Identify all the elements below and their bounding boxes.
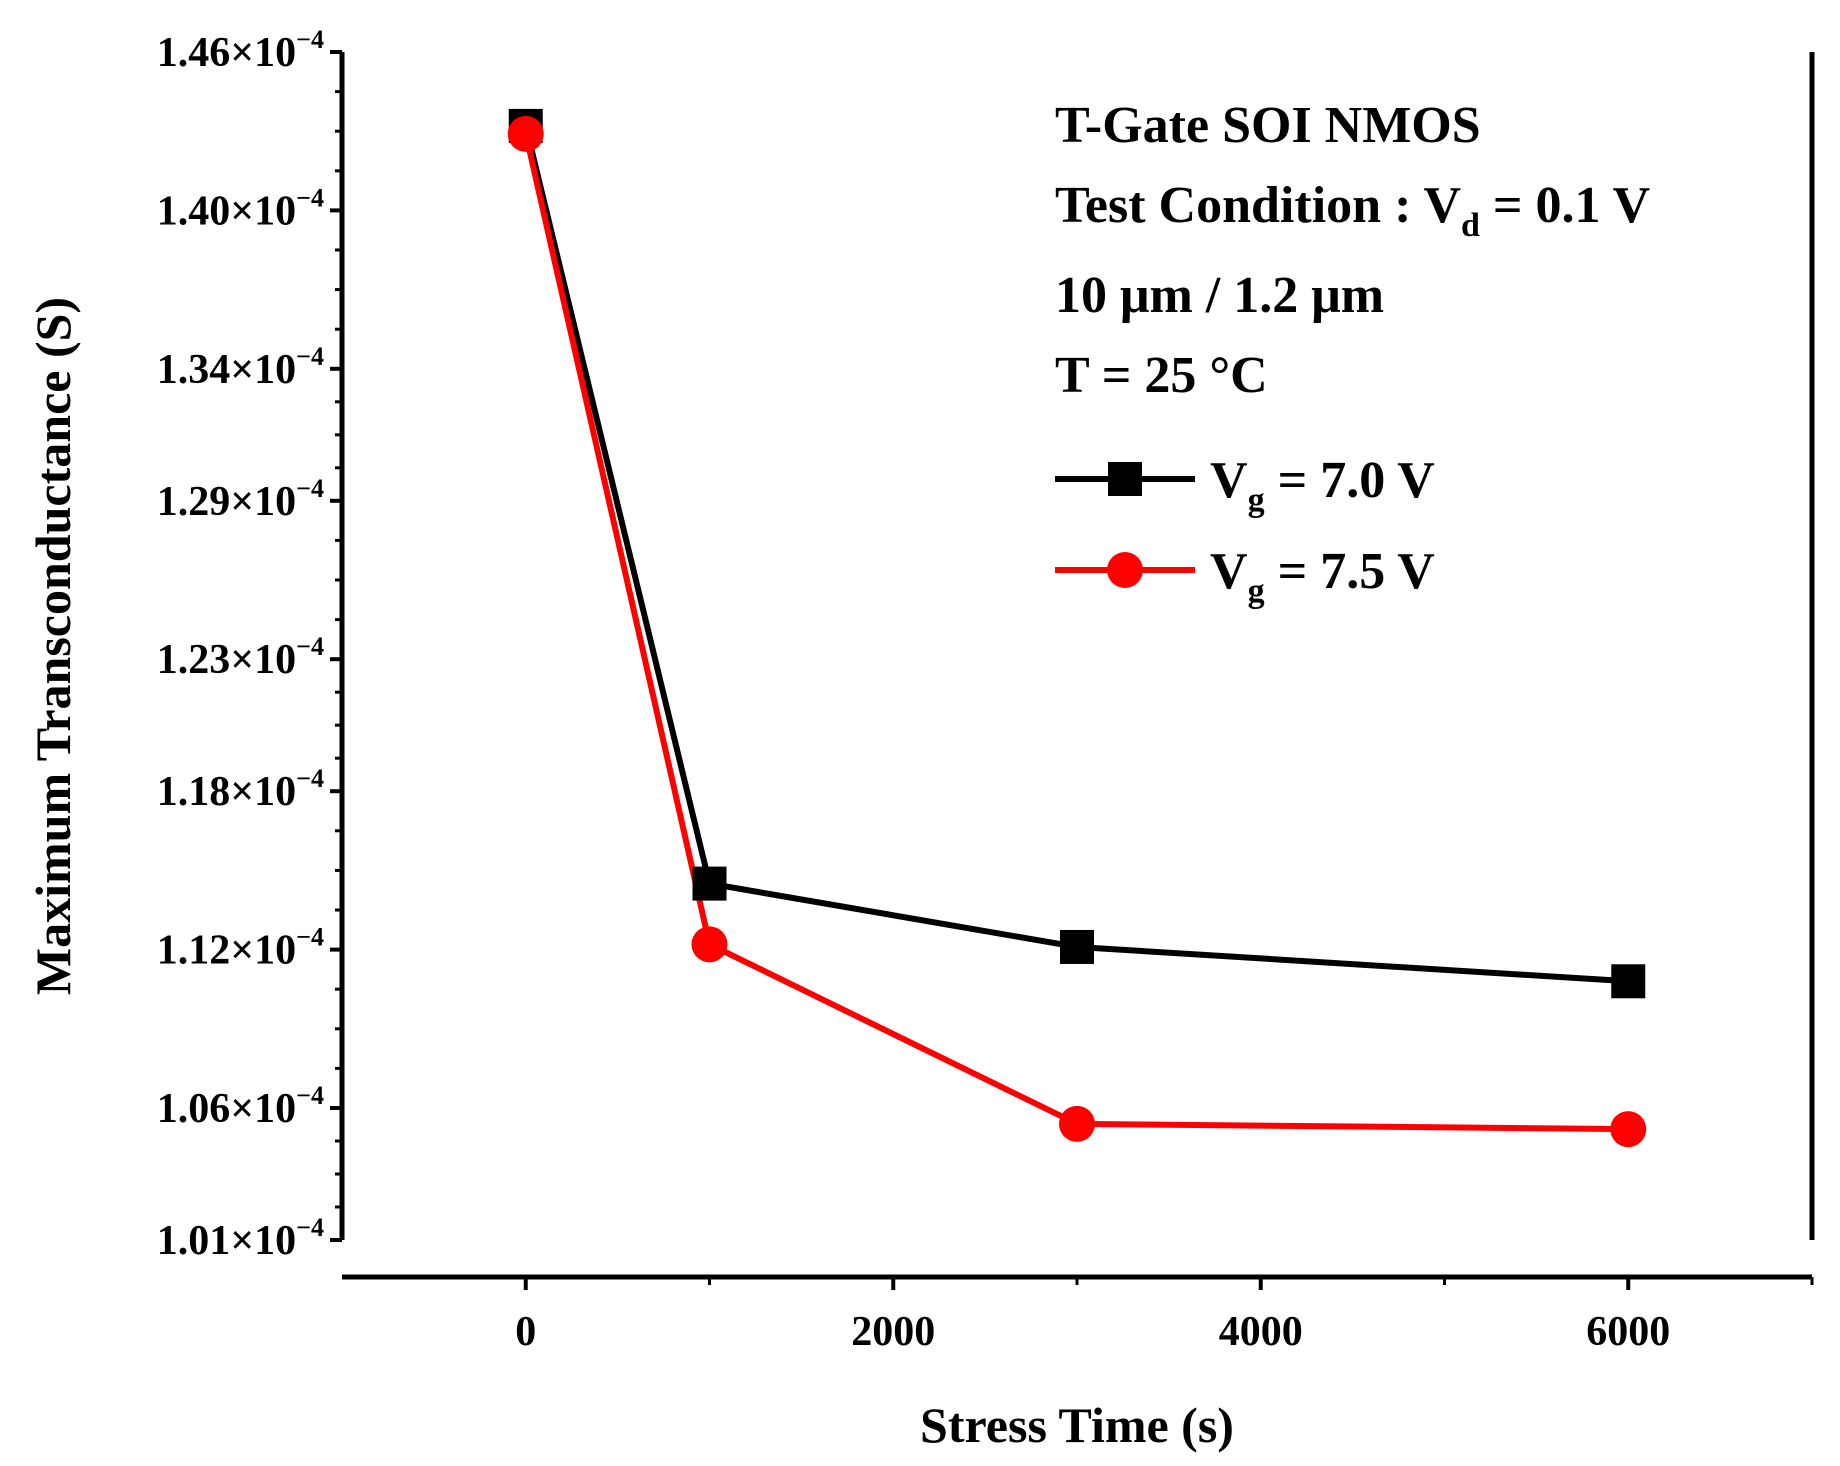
annotation-test-condition: Test Condition : Vd = 0.1 V: [1055, 177, 1650, 244]
y-tick-label-5: 1.29×10−4: [157, 474, 324, 525]
annotation-temperature: T = 25 °C: [1055, 347, 1268, 404]
series-layer: [507, 108, 1647, 1148]
y-tick-label-2: 1.12×10−4: [157, 923, 324, 974]
series-1-point-1: [691, 926, 728, 963]
series-0-point-1: [692, 866, 727, 901]
y-axis-ticks: 1.01×10−4 1.06×10−4 1.12×10−4 1.18×10−4 1.23…: [157, 25, 342, 1264]
y-tick-label-0: 1.01×10−4: [157, 1213, 324, 1264]
series-1-point-2: [1059, 1105, 1095, 1142]
legend-label-vg-7-5: Vg = 7.5 V: [1210, 543, 1435, 610]
series-0-point-2: [1060, 929, 1094, 964]
y-tick-label-7: 1.40×10−4: [157, 183, 324, 234]
y-tick-label-6: 1.34×10−4: [157, 342, 324, 393]
x-tick-label-0: 0: [515, 1309, 536, 1355]
series-1-point-0: [507, 115, 544, 152]
series-0-point-3: [1611, 964, 1646, 999]
legend-label-vg-7-0: Vg = 7.0 V: [1210, 452, 1435, 519]
y-tick-label-8: 1.46×10−4: [157, 25, 324, 76]
y-axis-title: Maximum Transconductance (S): [25, 297, 81, 995]
x-tick-label-3: 6000: [1586, 1309, 1670, 1355]
series-line-0: [522, 125, 1629, 985]
y-tick-label-3: 1.18×10−4: [157, 764, 324, 815]
x-tick-label-1: 2000: [851, 1309, 935, 1355]
series-line-1: [522, 133, 1629, 1133]
x-tick-label-2: 4000: [1219, 1309, 1303, 1355]
y-tick-label-4: 1.23×10−4: [157, 632, 324, 683]
x-axis-ticks: 0 2000 4000 6000: [515, 1277, 1814, 1355]
x-axis-title: Stress Time (s): [920, 1397, 1234, 1453]
annotation-device: T-Gate SOI NMOS: [1055, 97, 1481, 154]
y-tick-label-1: 1.06×10−4: [157, 1081, 324, 1132]
annotation-dimensions: 10 μm / 1.2 μm: [1055, 267, 1384, 324]
legend-marker-square: [1108, 462, 1142, 496]
legend-marker-circle: [1107, 552, 1143, 588]
series-1-point-3: [1610, 1111, 1647, 1148]
legend: Vg = 7.0 V Vg = 7.5 V: [1055, 452, 1435, 610]
